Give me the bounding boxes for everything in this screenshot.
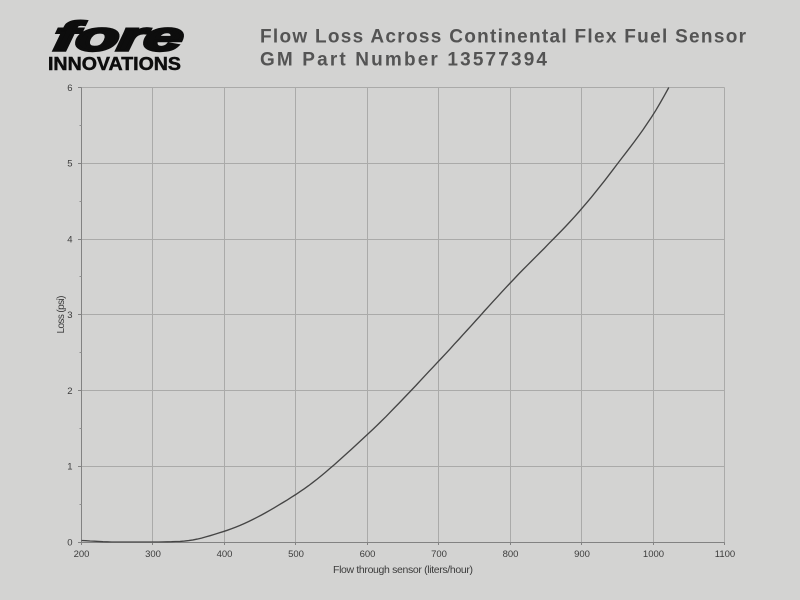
svg-text:1: 1 — [67, 462, 72, 473]
svg-text:Flow through sensor (liters/ho: Flow through sensor (liters/hour) — [333, 564, 473, 576]
svg-text:400: 400 — [217, 549, 233, 560]
svg-text:2: 2 — [67, 386, 72, 397]
svg-text:300: 300 — [145, 549, 161, 560]
svg-text:Loss (psi): Loss (psi) — [56, 296, 67, 334]
svg-text:INNOVATIONS: INNOVATIONS — [48, 53, 181, 74]
svg-text:600: 600 — [360, 549, 376, 560]
svg-text:800: 800 — [503, 549, 519, 560]
svg-text:700: 700 — [431, 549, 447, 560]
svg-text:Flow Loss Across Continental F: Flow Loss Across Continental Flex Fuel S… — [260, 27, 747, 48]
svg-text:3: 3 — [67, 310, 72, 321]
svg-text:5: 5 — [67, 159, 72, 170]
svg-text:6: 6 — [67, 83, 72, 94]
svg-text:fore: fore — [51, 14, 186, 60]
svg-text:0: 0 — [67, 537, 72, 548]
svg-text:500: 500 — [288, 549, 304, 560]
svg-text:4: 4 — [67, 234, 72, 245]
svg-text:1100: 1100 — [715, 549, 735, 560]
svg-text:1000: 1000 — [643, 549, 664, 560]
svg-text:200: 200 — [74, 549, 90, 560]
svg-text:GM Part Number 13577394: GM Part Number 13577394 — [260, 50, 547, 71]
svg-text:900: 900 — [574, 549, 590, 560]
